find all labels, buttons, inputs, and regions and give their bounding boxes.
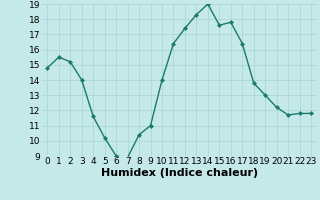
X-axis label: Humidex (Indice chaleur): Humidex (Indice chaleur) [100,168,258,178]
